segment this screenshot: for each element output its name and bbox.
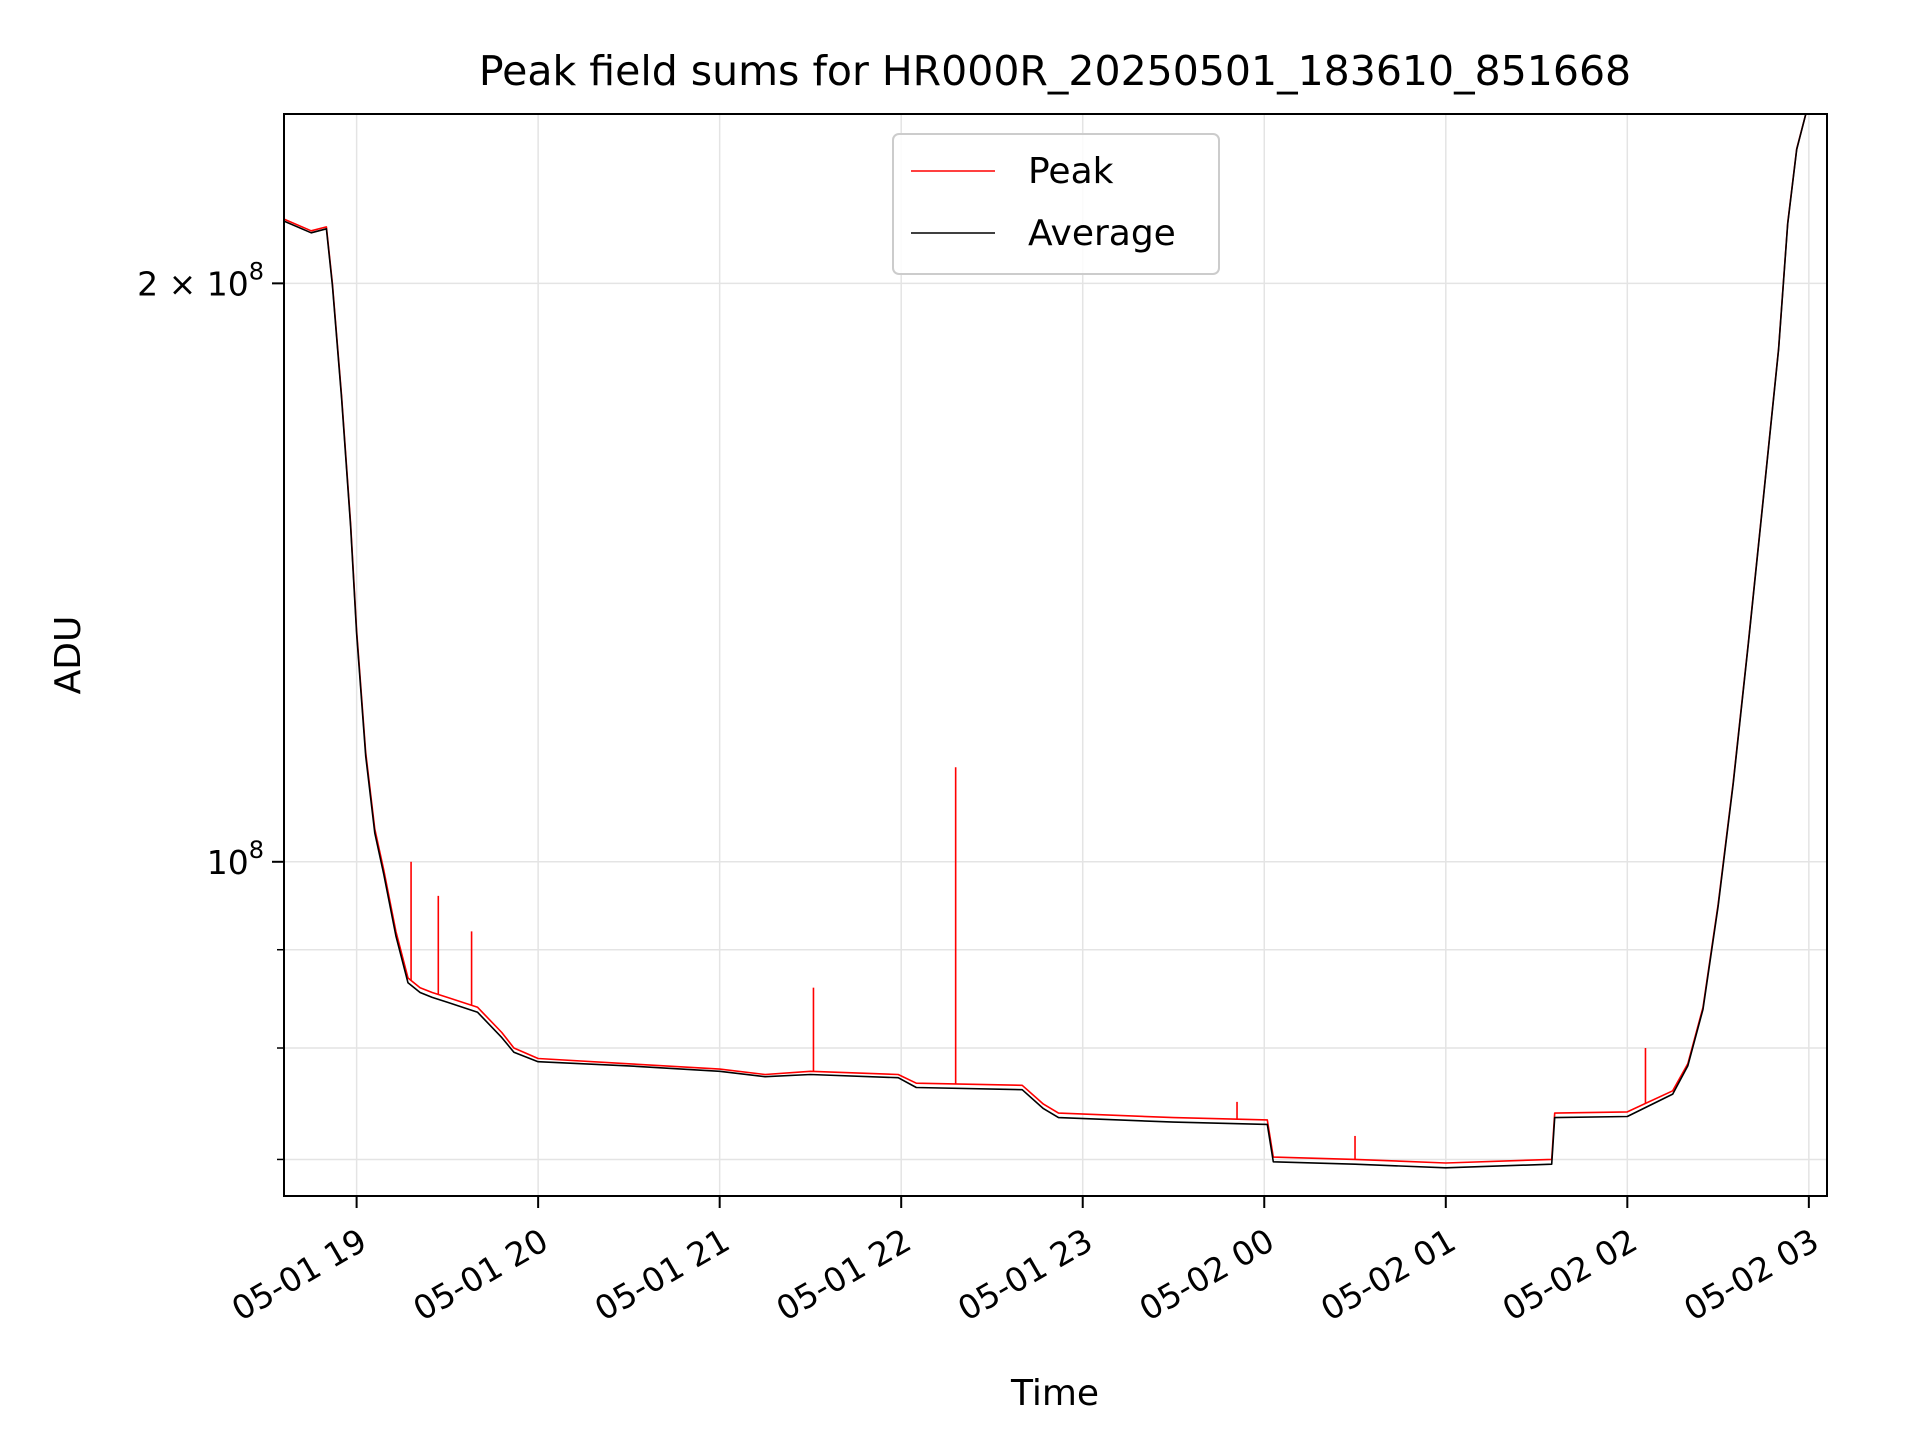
legend-label-peak: Peak [1028,151,1114,192]
y-tick-exponent: 8 [249,836,264,864]
series-line-average [284,114,1807,1169]
y-tick-label: 108 [207,836,264,882]
y-tick-label: 2 × 108 [137,257,264,303]
grid [284,114,1827,1196]
legend-label-average: Average [1028,213,1176,254]
chart-title: Peak field sums for HR000R_20250501_1836… [479,47,1631,95]
plot-frame [283,113,1828,1197]
x-axis-label: Time [1010,1373,1099,1414]
legend-box [892,133,1220,275]
y-tick-base: 10 [207,843,249,882]
series-layer [284,114,1807,1169]
y-axis-label: ADU [48,616,89,695]
legend: Peak Average [892,133,1220,275]
y-tick-base: 2 × 10 [137,264,249,303]
y-tick-exponent: 8 [249,257,264,285]
